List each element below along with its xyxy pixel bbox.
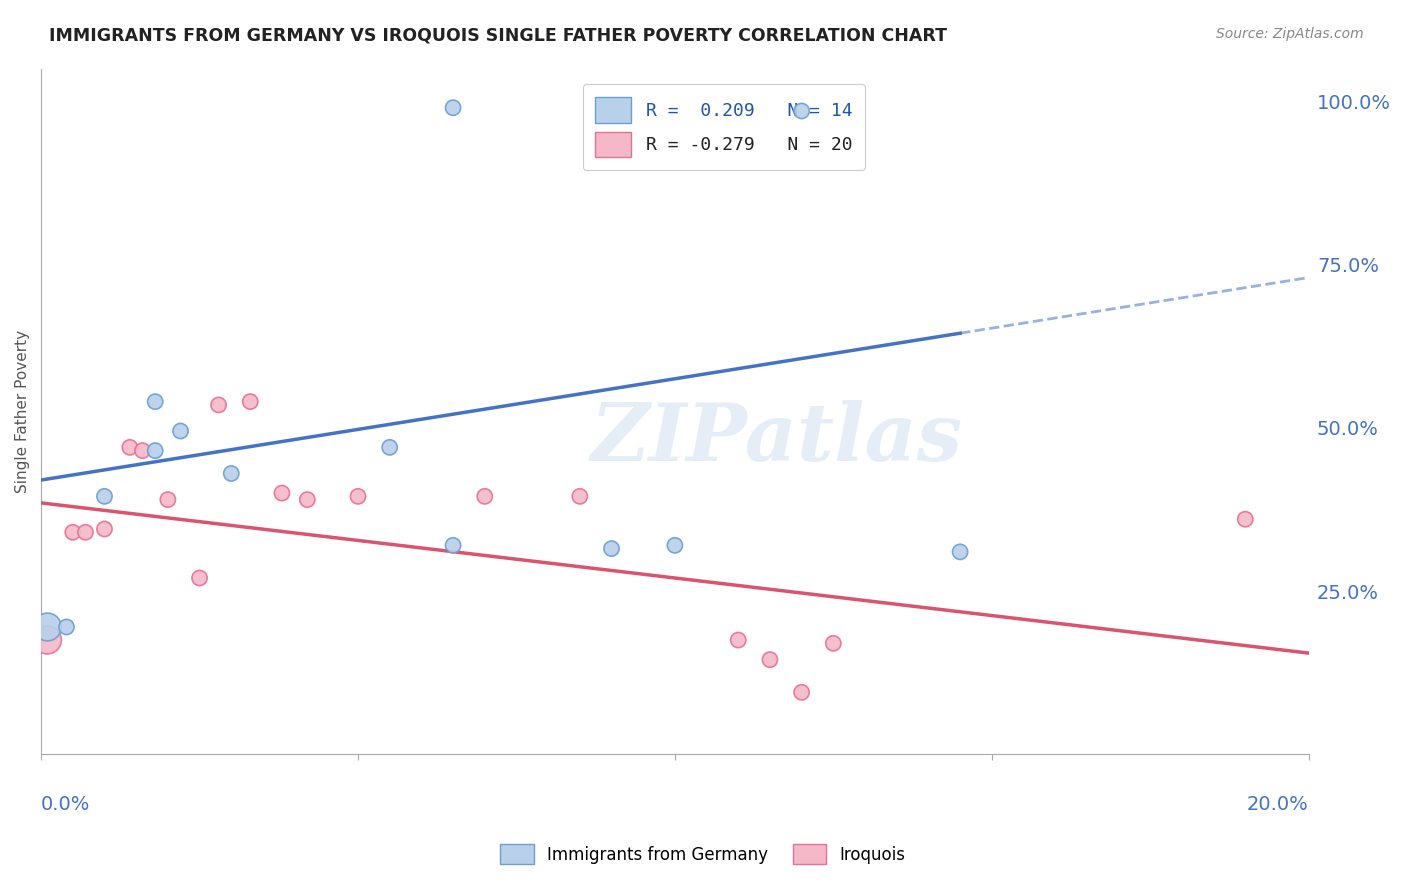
Point [169,424,191,438]
Point [143,443,166,458]
Point [759,653,782,667]
Point [823,636,845,650]
Point [239,394,262,409]
Point [949,545,972,559]
Point [790,685,813,699]
Point [143,394,166,409]
Point [93,489,115,503]
Point [131,443,153,458]
Point [378,441,401,455]
Point [62,525,84,540]
Point [474,489,496,503]
Text: Source: ZipAtlas.com: Source: ZipAtlas.com [1216,27,1364,41]
Point [55,620,77,634]
Text: IMMIGRANTS FROM GERMANY VS IROQUOIS SINGLE FATHER POVERTY CORRELATION CHART: IMMIGRANTS FROM GERMANY VS IROQUOIS SING… [49,27,948,45]
Point [600,541,623,556]
Point [441,538,464,552]
Point [118,441,141,455]
Point [219,467,242,481]
Point [727,633,749,648]
Text: 20.0%: 20.0% [1247,796,1309,814]
Legend: R =  0.209   N = 14, R = -0.279   N = 20: R = 0.209 N = 14, R = -0.279 N = 20 [582,85,865,169]
Point [790,103,813,118]
Point [664,538,686,552]
Point [207,398,229,412]
Point [568,489,591,503]
Point [93,522,115,536]
Point [37,620,59,634]
Legend: Immigrants from Germany, Iroquois: Immigrants from Germany, Iroquois [494,838,912,871]
Point [271,486,294,500]
Text: ZIPatlas: ZIPatlas [591,401,962,477]
Point [441,101,464,115]
Text: 0.0%: 0.0% [41,796,90,814]
Point [1234,512,1257,526]
Point [347,489,370,503]
Y-axis label: Single Father Poverty: Single Father Poverty [15,330,30,493]
Point [156,492,179,507]
Point [37,633,59,648]
Point [297,492,319,507]
Point [188,571,211,585]
Point [75,525,97,540]
